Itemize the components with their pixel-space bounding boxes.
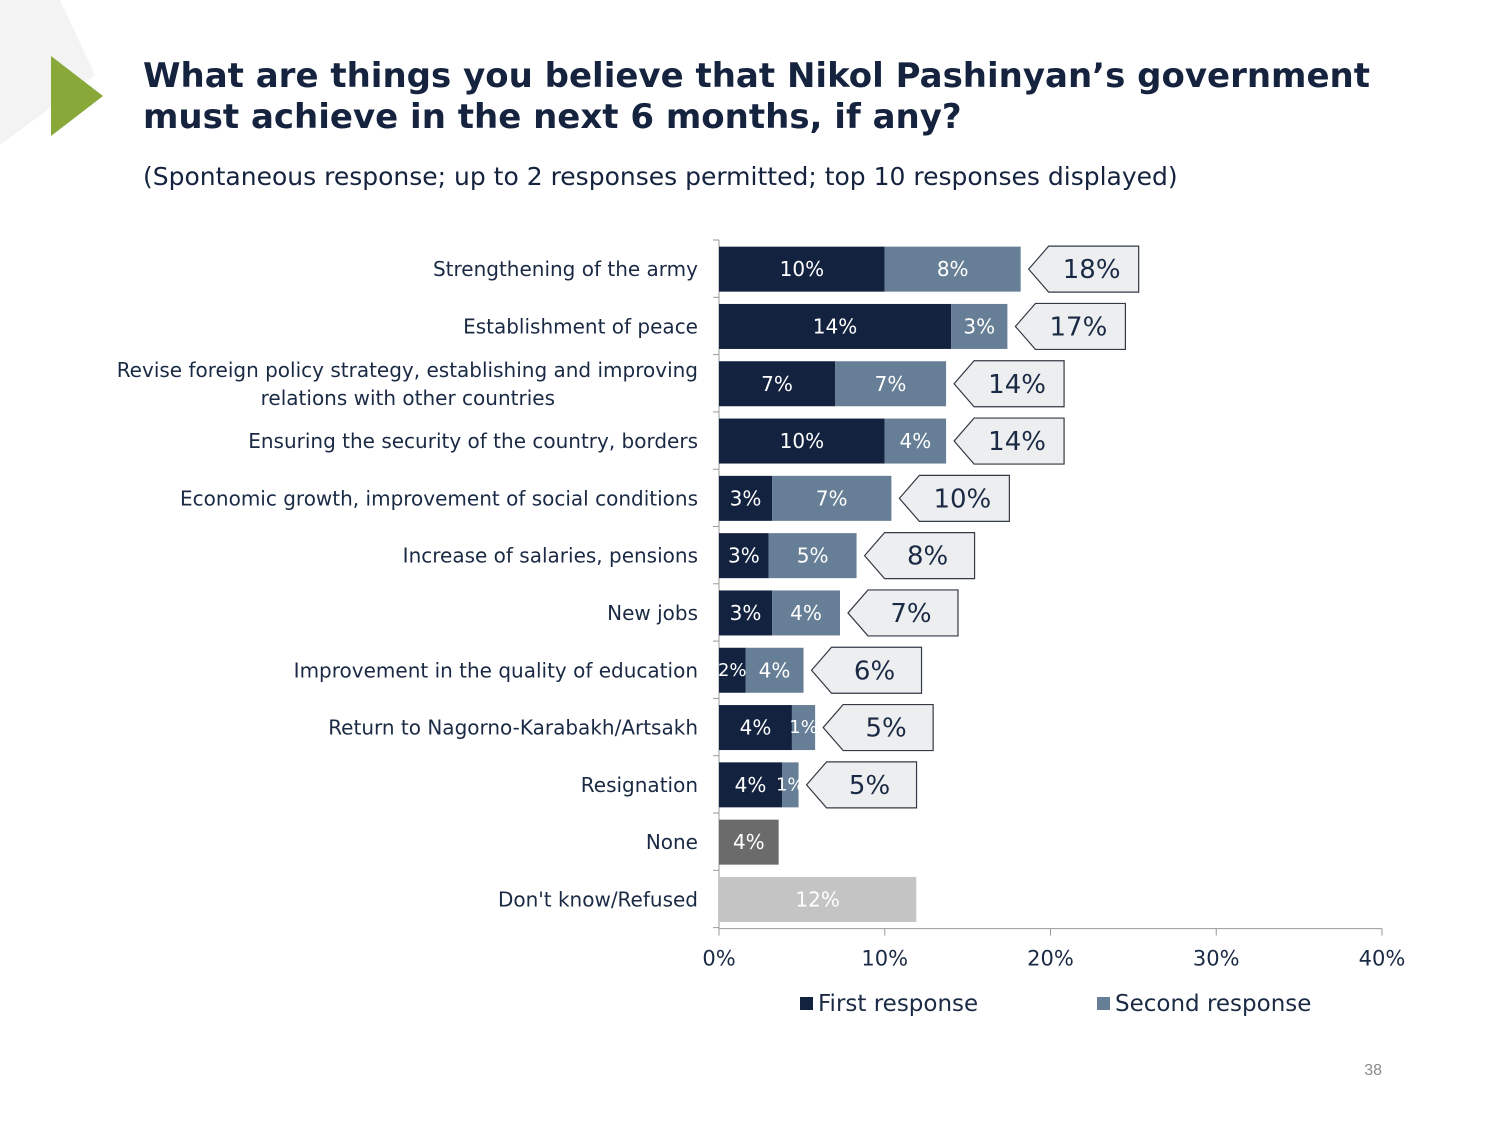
total-callout: [953, 360, 1065, 408]
data-label-second: 4%: [790, 601, 822, 625]
legend-label: First response: [818, 991, 978, 1017]
data-label-first: 7%: [761, 372, 793, 396]
page-title: What are things you believe that Nikol P…: [143, 56, 1371, 137]
page-number: 38: [1364, 1062, 1382, 1079]
category-label: Ensuring the security of the country, bo…: [248, 429, 698, 453]
total-callout: [898, 474, 1010, 522]
total-label: 8%: [907, 542, 948, 572]
x-tick-label: 10%: [861, 947, 908, 971]
bar-first-response: [719, 303, 952, 349]
total-label: 5%: [866, 714, 907, 744]
total-callout: [822, 703, 934, 752]
data-label-single: 12%: [795, 887, 839, 911]
page-subtitle: (Spontaneous response; up to 2 responses…: [143, 162, 1178, 191]
category-label: Increase of salaries, pensions: [403, 544, 698, 568]
total-label: 5%: [849, 771, 890, 801]
category-label: New jobs: [607, 601, 698, 625]
category-label: Economic growth, improvement of social c…: [180, 486, 698, 510]
x-tick-label: 0%: [702, 947, 735, 971]
bar-first-response: [719, 246, 885, 292]
bar-second-response: [835, 361, 947, 407]
total-callout: [805, 761, 918, 809]
category-label: Resignation: [581, 773, 698, 797]
data-label-second: 1%: [776, 774, 805, 795]
total-callout: [1014, 302, 1127, 351]
bar-second-response: [768, 533, 857, 579]
category-label: Return to Nagorno-Karabakh/Artsakh: [328, 716, 698, 740]
data-label-first: 3%: [730, 486, 762, 510]
total-callout: [863, 532, 976, 580]
bar-second-response: [745, 647, 804, 693]
total-callout: [1027, 245, 1140, 293]
data-label-first: 4%: [735, 773, 767, 797]
data-label-second: 4%: [759, 658, 791, 682]
total-label: 17%: [1050, 312, 1108, 342]
stacked-bar-chart: 0% 10% 20% 30% 40% Strengthening of the army 1…: [117, 239, 1406, 1017]
total-label: 7%: [890, 599, 931, 629]
data-label-second: 8%: [937, 257, 969, 281]
legend-label: Second response: [1115, 991, 1311, 1017]
background-triangle-decoration: [0, 0, 95, 145]
data-label-first: 10%: [780, 257, 824, 281]
bar-second-response: [772, 475, 892, 521]
data-label-single: 4%: [733, 830, 765, 854]
slide-decoration: [0, 0, 103, 145]
bar-second-response: [951, 303, 1008, 349]
bar-first-response: [719, 762, 782, 808]
bar-second-response: [884, 246, 1021, 292]
data-label-second: 7%: [875, 372, 907, 396]
x-tick-label: 20%: [1027, 947, 1074, 971]
bar-first-response: [719, 533, 769, 579]
data-label-second: 4%: [900, 429, 932, 453]
bar-second-response: [791, 705, 816, 751]
category-label: Revise foreign policy strategy, establis…: [117, 358, 698, 410]
bar-dont-know: [719, 876, 917, 922]
bar-second-response: [781, 762, 799, 808]
bar-first-response: [719, 705, 792, 751]
data-label-first: 4%: [740, 716, 772, 740]
bar-first-response: [719, 418, 885, 464]
category-label: None: [646, 830, 698, 854]
data-label-second: 5%: [797, 544, 829, 568]
total-label: 6%: [854, 656, 895, 686]
bar-second-response: [772, 590, 840, 636]
total-callout: [847, 589, 959, 637]
legend-swatch: [1097, 997, 1110, 1010]
total-callout: [810, 646, 923, 694]
data-label-first: 3%: [728, 544, 760, 568]
data-label-first: 2%: [718, 660, 747, 681]
total-label: 18%: [1063, 255, 1121, 285]
category-label: Establishment of peace: [463, 314, 698, 338]
total-label: 10%: [933, 484, 991, 514]
bar-first-response: [719, 361, 836, 407]
bar-second-response: [884, 418, 947, 464]
data-label-second: 7%: [816, 486, 848, 510]
data-label-second: 1%: [789, 717, 818, 738]
category-label: Strengthening of the army: [433, 257, 698, 281]
play-arrow-icon: [51, 56, 103, 136]
bar-first-response: [719, 590, 773, 636]
category-label: Improvement in the quality of education: [294, 658, 698, 682]
data-label-first: 3%: [730, 601, 762, 625]
data-label-first: 14%: [813, 314, 857, 338]
x-tick-label: 40%: [1359, 947, 1406, 971]
total-callout: [953, 417, 1065, 465]
x-tick-label: 30%: [1193, 947, 1240, 971]
total-label: 14%: [988, 427, 1046, 457]
total-label: 14%: [988, 370, 1046, 400]
data-label-second: 3%: [963, 314, 995, 338]
bar-first-response: [719, 647, 746, 693]
legend-swatch: [800, 997, 813, 1010]
bar-none: [719, 819, 779, 865]
category-label: Don't know/Refused: [498, 887, 698, 911]
bar-first-response: [719, 475, 773, 521]
data-label-first: 10%: [780, 429, 824, 453]
